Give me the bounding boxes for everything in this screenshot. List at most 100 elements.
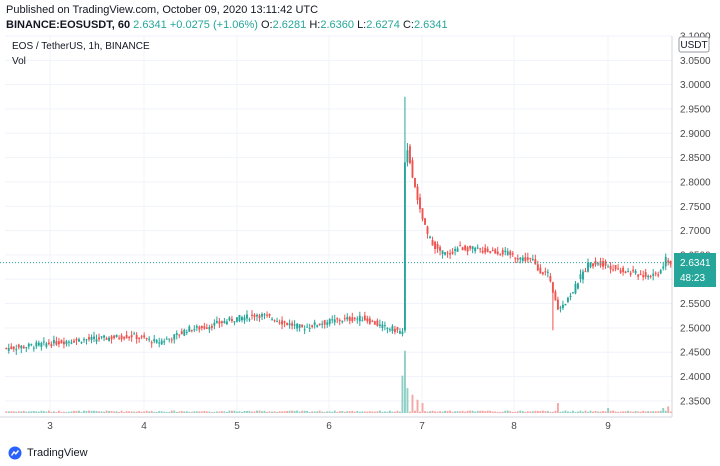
volume-bar [268, 411, 271, 413]
currency-box[interactable]: USDT [678, 36, 710, 53]
volume-bar [544, 411, 547, 413]
candle-body [587, 262, 589, 272]
candle-body [241, 317, 243, 321]
candle-body [619, 270, 622, 273]
volume-bar [419, 411, 421, 413]
candle-body [516, 258, 519, 260]
volume-bar [401, 375, 404, 413]
volume-bar [205, 411, 208, 413]
volume-bar [291, 410, 294, 413]
volume-bar [446, 410, 449, 413]
candle-body [589, 262, 592, 268]
volume-bar [326, 411, 329, 413]
volume-bar [644, 411, 647, 413]
volume-bar [659, 410, 662, 413]
candle-body [629, 272, 632, 275]
candle-body [208, 327, 211, 330]
candle-body [411, 160, 414, 178]
volume-bar [582, 411, 584, 413]
candle-body [574, 283, 577, 294]
candle-body [40, 342, 43, 347]
ohlc-line: BINANCE:EOSUSDT, 60 2.6341 +0.0275 (+1.0… [6, 19, 448, 32]
volume-bar [461, 410, 464, 413]
volume-bar [321, 411, 324, 413]
candle-body [113, 335, 116, 338]
candle-body [449, 253, 452, 255]
volume-bar [276, 411, 279, 413]
candle-body [464, 245, 467, 250]
volume-bar [283, 411, 286, 413]
candle-body [632, 269, 635, 272]
volume-bar [65, 411, 68, 413]
candle-body [25, 347, 28, 349]
volume-bar [110, 411, 113, 413]
x-tick-label: 4 [141, 421, 147, 432]
candle-body [123, 337, 126, 339]
candle-body [536, 264, 539, 271]
candle-body [391, 326, 394, 332]
candle-body [484, 247, 487, 253]
volume-bar [308, 411, 311, 413]
candle-body [368, 318, 371, 324]
x-tick-label: 8 [511, 421, 517, 432]
candlestick-chart[interactable]: 2.35002.40002.45002.50002.55002.60002.65… [0, 0, 720, 440]
candle-body [617, 268, 620, 270]
volume-bar [248, 410, 251, 413]
candle-body [293, 324, 296, 326]
candle-body [506, 251, 509, 255]
footer: TradingView [8, 445, 88, 461]
candles [5, 96, 672, 355]
countdown-label: 48:23 [680, 273, 705, 284]
y-tick-label: 2.7000 [680, 226, 711, 237]
volume-bar [90, 410, 93, 413]
volume-bar [414, 410, 416, 413]
candle-body [140, 336, 143, 338]
candle-body [414, 177, 416, 187]
candle-body [531, 258, 534, 260]
candle-body [296, 323, 299, 329]
candle-body [644, 272, 647, 277]
candle-body [398, 331, 401, 334]
candle-body [331, 319, 334, 321]
time-axis[interactable]: 3 4 5 6 7 8 9 [0, 416, 672, 432]
x-tick-label: 3 [47, 421, 53, 432]
x-tick-label: 6 [326, 421, 332, 432]
candle-body [12, 346, 15, 350]
candle-body [218, 321, 221, 324]
volume-bar [88, 410, 90, 413]
volume-bar [652, 411, 655, 413]
volume-bar [667, 406, 670, 413]
volume-bar [328, 411, 331, 413]
price-axis[interactable]: 2.35002.40002.45002.50002.55002.60002.65… [671, 32, 711, 418]
candle-body [554, 291, 557, 301]
candle-body [444, 252, 447, 255]
candle-body [283, 321, 286, 323]
candle-body [203, 326, 206, 329]
volume-bar [516, 411, 519, 413]
volume-bar [639, 411, 642, 413]
candle-body [130, 335, 133, 338]
volume-bar [531, 411, 534, 413]
candle-body [434, 241, 436, 250]
volume-bar [541, 410, 544, 413]
current-price-label: 2.6341 [680, 258, 711, 269]
candle-body [491, 250, 494, 252]
candle-body [148, 338, 151, 340]
candle-body [165, 338, 168, 340]
volume-bar [85, 411, 88, 413]
candle-body [158, 342, 161, 344]
volume-bar [118, 411, 121, 413]
y-tick-label: 2.5000 [680, 323, 711, 334]
volume-bar [17, 411, 20, 413]
volume-bar [449, 410, 452, 413]
candle-body [115, 334, 118, 337]
candle-body [539, 267, 542, 274]
candle-body [549, 276, 552, 282]
volume-bar [441, 411, 444, 413]
candle-body [572, 292, 574, 294]
volume-bar [150, 410, 153, 413]
volume-bar [37, 411, 40, 413]
volume-bar [346, 411, 349, 413]
volume-bar [35, 411, 38, 413]
volume-bar [138, 411, 141, 413]
